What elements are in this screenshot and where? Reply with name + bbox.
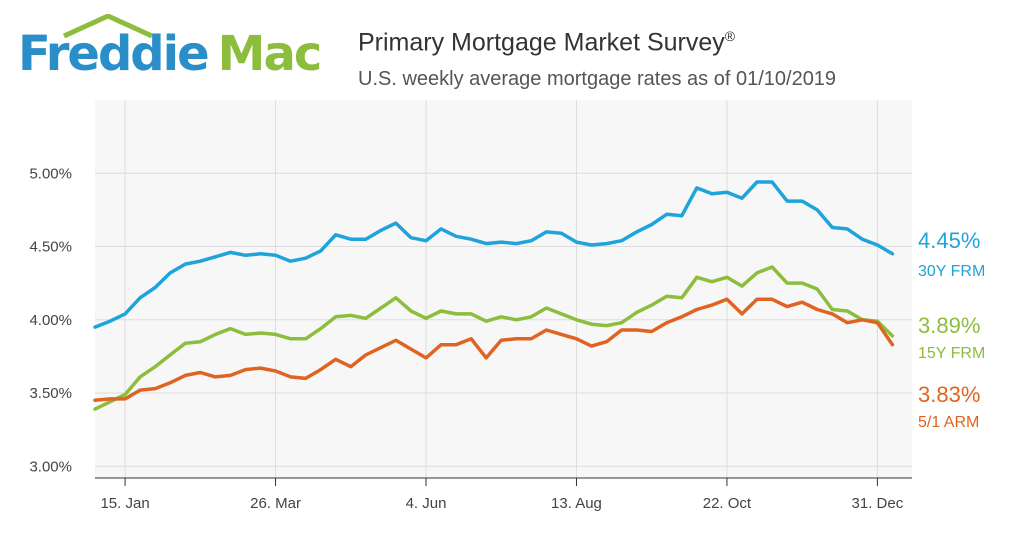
logo-mac-text: Mac <box>217 26 323 82</box>
logo-wordmark: Freddie Mac <box>18 30 322 78</box>
freddie-mac-logo: Freddie Mac <box>18 14 328 94</box>
plot-background <box>95 100 912 478</box>
grid-lines <box>95 100 912 478</box>
x-tick-label: 26. Mar <box>250 495 301 512</box>
series-line-2 <box>93 297 895 403</box>
y-axis-ticks: 3.00% 3.50% 4.00% 4.50% 5.00% <box>29 165 72 475</box>
series-end-value: 3.89% <box>918 313 980 338</box>
y-tick-label: 3.50% <box>29 385 72 402</box>
x-axis-ticks: 15. Jan 26. Mar 4. Jun 13. Aug 22. Oct 31. De… <box>100 478 904 512</box>
page-title: Primary Mortgage Market Survey® <box>358 28 735 57</box>
x-tick-label: 31. Dec <box>852 495 904 512</box>
series-end-labels: 4.45% 30Y FRM 3.89% 15Y FRM 3.83% 5/1 ARM <box>918 228 985 431</box>
house-roof-icon <box>62 14 154 38</box>
registered-mark: ® <box>724 28 736 44</box>
logo-freddie-text: Freddie <box>18 26 210 82</box>
series-end-name: 15Y FRM <box>918 345 985 362</box>
y-tick-label: 3.00% <box>29 458 72 475</box>
x-tick-label: 13. Aug <box>551 495 602 512</box>
series-line-1 <box>93 265 895 411</box>
series-end-value: 3.83% <box>918 382 980 407</box>
page-subtitle: U.S. weekly average mortgage rates as of… <box>358 68 837 90</box>
series-line-0 <box>93 180 895 329</box>
title-text: Primary Mortgage Market Survey <box>358 28 725 57</box>
y-tick-label: 4.00% <box>29 312 72 329</box>
y-tick-label: 5.00% <box>29 165 72 182</box>
series-end-name: 5/1 ARM <box>918 414 979 431</box>
series-end-value: 4.45% <box>918 228 980 253</box>
series-end-name: 30Y FRM <box>918 263 985 280</box>
x-tick-label: 15. Jan <box>100 495 149 512</box>
y-tick-label: 4.50% <box>29 239 72 256</box>
x-tick-label: 4. Jun <box>406 495 447 512</box>
series-lines <box>93 180 895 411</box>
x-tick-label: 22. Oct <box>703 495 752 512</box>
